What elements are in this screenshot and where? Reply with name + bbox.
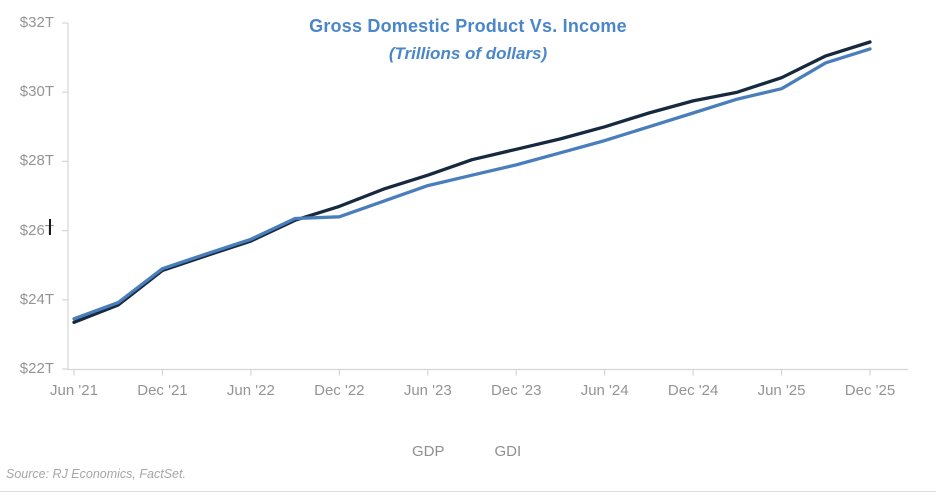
x-tick-label: Jun '21 [50, 382, 98, 399]
x-tick-label: Jun '23 [403, 382, 452, 399]
y-tick-label: $24T [19, 290, 54, 308]
y-tick-marks [62, 22, 68, 370]
chart-title: Gross Domestic Product Vs. Income [309, 16, 627, 36]
x-tick-label: Jun '24 [580, 382, 629, 399]
source-note: Source: RJ Economics, FactSet. [6, 467, 186, 481]
legend: GDP GDI [412, 443, 521, 460]
gdi-line [72, 47, 872, 321]
x-tick-label: Dec '21 [137, 382, 188, 399]
legend-item-gdi: GDI [494, 443, 522, 460]
y-tick-label: $26T [19, 221, 54, 239]
gdp-line [72, 40, 872, 324]
x-tick-label: Dec '24 [667, 382, 719, 399]
x-tick-label: Dec '25 [844, 382, 896, 399]
x-tick-label: Dec '22 [314, 382, 365, 399]
legend-item-gdp: GDP [412, 443, 445, 460]
text-caret [49, 219, 51, 235]
y-tick-label: $22T [19, 360, 54, 377]
chart-subtitle: (Trillions of dollars) [388, 44, 548, 63]
bottom-divider [0, 491, 936, 492]
y-tick-label: $28T [19, 152, 54, 170]
x-tick-label: Dec '23 [491, 382, 542, 399]
x-tick-label: Jun '22 [226, 382, 275, 399]
x-tick-label: Jun '25 [757, 382, 806, 399]
y-tick-label: $32T [19, 14, 54, 31]
y-tick-label: $30T [19, 83, 54, 101]
x-tick-marks [73, 369, 871, 376]
